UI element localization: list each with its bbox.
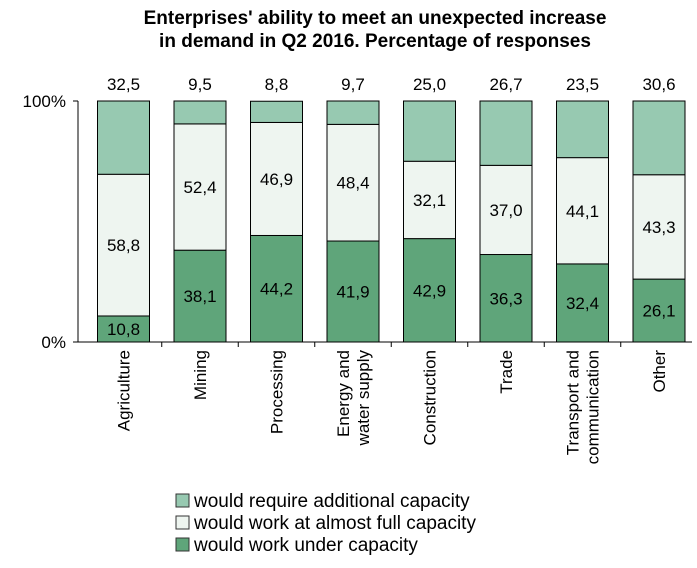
data-label: 44,1 [566, 202, 599, 221]
bar-segment [97, 173, 150, 317]
category-label: Agriculture [115, 350, 134, 431]
legend-label: would work at almost full capacity [193, 513, 476, 534]
chart-title: Enterprises' ability to meet an unexpect… [144, 8, 607, 52]
category-label: Trade [497, 350, 516, 394]
bar-segment [326, 123, 380, 242]
data-label: 44,2 [260, 280, 293, 299]
data-label: 30,6 [642, 75, 675, 94]
category-label: Construction [421, 350, 440, 445]
data-label: 26,1 [642, 302, 675, 321]
data-label: 43,3 [642, 218, 675, 237]
bar-segment [403, 238, 456, 343]
data-label: 38,1 [183, 287, 216, 306]
legend-swatch [175, 493, 190, 508]
bar-segment [326, 100, 380, 125]
data-label: 37,0 [489, 201, 522, 220]
category-label: Transport and [564, 350, 583, 455]
data-label: 23,5 [566, 75, 599, 94]
data-label: 9,7 [341, 75, 365, 94]
data-label: 46,9 [260, 170, 293, 189]
bar-segment [250, 234, 303, 343]
data-label: 32,4 [566, 294, 599, 313]
bar-segment [556, 157, 609, 265]
legend-swatch [175, 515, 190, 530]
legend-swatch [175, 537, 190, 552]
x-axis-labels: Agriculture Mining Processing Energy and wat… [115, 350, 670, 465]
y-tick-label: 100% [23, 92, 66, 111]
bar-segment [403, 160, 456, 240]
bar-segment [173, 123, 227, 251]
bar-segment [632, 278, 686, 343]
legend-label: would work under capacity [193, 535, 418, 556]
category-label: water supply [354, 350, 373, 447]
data-label: 36,3 [489, 289, 522, 308]
bar-segment [250, 100, 303, 123]
bar-segment [479, 100, 533, 166]
legend-label: would require additional capacity [193, 491, 470, 512]
category-label: communication [584, 350, 603, 464]
data-label: 25,0 [413, 75, 446, 94]
data-label: 26,7 [489, 75, 522, 94]
data-label: 48,4 [336, 174, 369, 193]
bar-segment [250, 121, 303, 236]
data-label: 9,5 [188, 75, 212, 94]
data-label: 42,9 [413, 281, 446, 300]
bar-segment [173, 249, 227, 343]
data-label: 32,1 [413, 191, 446, 210]
bar-segment [479, 254, 533, 343]
data-label: 8,8 [265, 75, 289, 94]
category-label: Processing [268, 350, 287, 434]
bar-segment [632, 100, 686, 176]
data-label: 10,8 [107, 320, 140, 339]
bar-segment [556, 263, 609, 343]
chart-title-line: Enterprises' ability to meet an unexpect… [144, 8, 607, 29]
data-label: 58,8 [107, 236, 140, 255]
bar-segment [97, 100, 150, 175]
data-label: 41,9 [336, 283, 369, 302]
bar-segment [556, 100, 609, 159]
category-label: Energy and [334, 350, 353, 437]
bar-segment [326, 240, 380, 343]
chart-title-line: in demand in Q2 2016. Percentage of resp… [159, 31, 591, 52]
data-label: 32,5 [107, 75, 140, 94]
data-label: 52,4 [183, 178, 216, 197]
bar-segment [403, 100, 456, 162]
bars [97, 100, 686, 343]
category-label: Mining [191, 350, 210, 400]
bar-segment [173, 100, 227, 125]
y-tick-label: 0% [41, 333, 66, 352]
data-labels: 10,8 58,8 32,5 38,1 52,4 9,5 44,2 46,9 8,8 41,9 48… [107, 75, 676, 339]
category-label: Other [650, 350, 669, 393]
